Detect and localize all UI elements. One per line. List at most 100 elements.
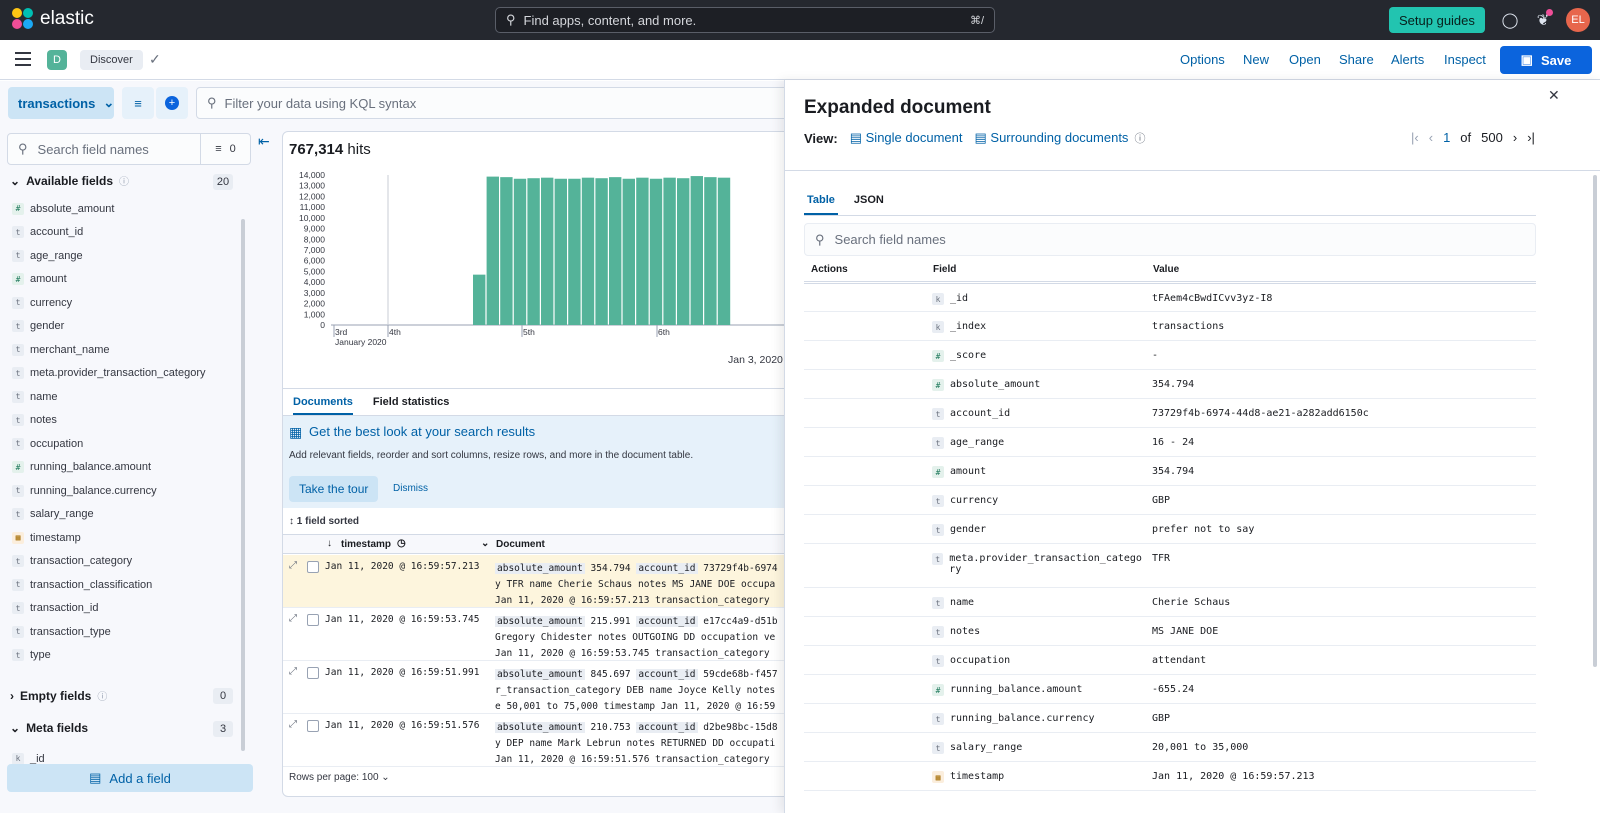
surrounding-documents-link[interactable]: ▤ Surrounding documents [974, 130, 1128, 146]
prev-page-icon[interactable]: ‹ [1428, 130, 1434, 145]
row-checkbox[interactable] [307, 667, 319, 679]
sidebar-field-item[interactable]: t account_id [12, 221, 242, 245]
tab-table[interactable]: Table [804, 194, 838, 215]
sidebar-field-item[interactable]: t running_balance.currency [12, 479, 242, 503]
histogram-chart[interactable]: 14,00013,00012,00011,00010,0009,0008,000… [283, 167, 792, 367]
single-document-link[interactable]: ▤ Single document [850, 130, 963, 146]
tab-json[interactable]: JSON [853, 194, 884, 206]
tab-field-statistics[interactable]: Field statistics [372, 396, 450, 408]
meta-fields-header[interactable]: ⌄ Meta fields [10, 721, 88, 735]
sort-indicator[interactable]: ↕ 1 field sorted [289, 516, 359, 527]
table-row[interactable]: ⤢ Jan 11, 2020 @ 16:59:53.745 absolute_amo… [283, 608, 791, 661]
doc-field-row[interactable]: t running_balance.currency GBP [804, 704, 1536, 733]
row-checkbox[interactable] [307, 561, 319, 573]
setup-guides-button[interactable]: Setup guides [1389, 7, 1485, 33]
data-view-picker[interactable]: transactions ⌄ [8, 87, 114, 119]
field-filter-button[interactable]: ≡ 0 [200, 134, 250, 164]
empty-fields-header[interactable]: › Empty fields ⓘ [10, 688, 107, 704]
menu-open[interactable]: Open [1289, 52, 1321, 67]
sidebar-field-item[interactable]: t currency [12, 291, 242, 315]
sidebar-field-item[interactable]: t transaction_id [12, 597, 242, 621]
news-icon[interactable]: ❦ [1536, 12, 1550, 29]
menu-toggle-icon[interactable] [15, 52, 31, 66]
sidebar-field-item[interactable]: t name [12, 385, 242, 409]
first-page-icon[interactable]: |‹ [1411, 130, 1419, 145]
row-checkbox[interactable] [307, 720, 319, 732]
sidebar-field-item[interactable]: t age_range [12, 244, 242, 268]
sidebar-field-item[interactable]: t transaction_classification [12, 573, 242, 597]
doc-field-row[interactable]: t notes MS JANE DOE [804, 617, 1536, 646]
table-row[interactable]: ⤢ Jan 11, 2020 @ 16:59:51.576 absolute_amo… [283, 714, 791, 767]
doc-field-row[interactable]: ▦ timestamp Jan 11, 2020 @ 16:59:57.213 [804, 762, 1536, 791]
sidebar-field-item[interactable]: t salary_range [12, 503, 242, 527]
elastic-logo[interactable]: elastic [12, 8, 94, 30]
sidebar-field-item[interactable]: t meta.provider_transaction_category [12, 362, 242, 386]
sidebar-scrollbar[interactable] [241, 219, 245, 751]
tab-documents[interactable]: Documents [293, 389, 353, 415]
current-page[interactable]: 1 [1443, 130, 1451, 145]
doc-field-row[interactable]: t occupation attendant [804, 646, 1536, 675]
available-fields-header[interactable]: ⌄ Available fields ⓘ [10, 173, 129, 189]
sidebar-field-item[interactable]: # absolute_amount [12, 197, 242, 221]
sidebar-field-item[interactable]: t gender [12, 315, 242, 339]
global-search-input[interactable]: ⚲ Find apps, content, and more. ⌘/ [495, 7, 995, 33]
sidebar-field-item[interactable]: t occupation [12, 432, 242, 456]
menu-options[interactable]: Options [1180, 52, 1225, 67]
flyout-scrollbar[interactable] [1593, 175, 1597, 667]
expand-icon[interactable]: ⤢ [289, 613, 297, 624]
chevron-down-icon[interactable]: ⌄ [481, 538, 490, 549]
dismiss-button[interactable]: Dismiss [393, 483, 428, 494]
doc-field-row[interactable]: t name Cherie Schaus [804, 588, 1536, 617]
sidebar-field-item[interactable]: t merchant_name [12, 338, 242, 362]
last-page-icon[interactable]: ›| [1527, 130, 1535, 145]
sidebar-field-item[interactable]: t type [12, 644, 242, 668]
row-checkbox[interactable] [307, 614, 319, 626]
sidebar-field-item[interactable]: t transaction_category [12, 550, 242, 574]
doc-field-row[interactable]: k _id tFAem4cBwdICvv3yz-I8 [804, 283, 1536, 312]
add-filter-button[interactable]: + [156, 87, 188, 119]
doc-field-row[interactable]: # _score - [804, 341, 1536, 370]
sidebar-field-item[interactable]: # running_balance.amount [12, 456, 242, 480]
sort-desc-icon[interactable]: ↓ [327, 538, 332, 549]
sidebar-field-item[interactable]: # amount [12, 268, 242, 292]
doc-field-row[interactable]: t currency GBP [804, 486, 1536, 515]
user-avatar[interactable]: EL [1566, 8, 1590, 32]
col-timestamp[interactable]: timestamp [341, 539, 392, 550]
doc-field-row[interactable]: # running_balance.amount -655.24 [804, 675, 1536, 704]
menu-alerts[interactable]: Alerts [1391, 52, 1425, 67]
sidebar-field-item[interactable]: t notes [12, 409, 242, 433]
menu-new[interactable]: New [1243, 52, 1270, 67]
field-search-input[interactable]: ⚲ Search field names ≡ 0 [7, 133, 251, 165]
close-icon[interactable]: ✕ [1548, 87, 1560, 103]
collapse-sidebar-icon[interactable]: ⇤ [258, 133, 270, 149]
doc-field-row[interactable]: t gender prefer not to say [804, 515, 1536, 544]
expand-icon[interactable]: ⤢ [289, 666, 297, 677]
next-page-icon[interactable]: › [1512, 130, 1518, 145]
expand-icon[interactable]: ⤢ [289, 560, 297, 571]
rows-per-page-selector[interactable]: Rows per page: 100 ⌄ [289, 772, 390, 783]
save-button[interactable]: ▣ Save [1500, 46, 1592, 74]
doc-field-search-input[interactable]: ⚲ Search field names [804, 223, 1536, 256]
doc-field-row[interactable]: t meta.provider_transaction_category TFR [804, 544, 1536, 588]
doc-field-row[interactable]: t account_id 73729f4b-6974-44d8-ae21-a282a… [804, 399, 1536, 428]
help-icon[interactable]: ◯ [1501, 12, 1519, 29]
table-row[interactable]: ⤢ Jan 11, 2020 @ 16:59:57.213 absolute_amo… [283, 555, 791, 608]
query-menu-button[interactable]: ≡ [122, 87, 154, 119]
add-field-button[interactable]: ▤ Add a field [7, 764, 253, 792]
meta-field-item[interactable]: k _id [12, 747, 45, 771]
kql-query-input[interactable]: ⚲ Filter your data using KQL syntax [196, 87, 804, 119]
doc-field-row[interactable]: t salary_range 20,001 to 35,000 [804, 733, 1536, 762]
menu-inspect[interactable]: Inspect [1444, 52, 1486, 67]
doc-field-row[interactable]: t age_range 16 - 24 [804, 428, 1536, 457]
breadcrumb[interactable]: Discover [80, 50, 143, 70]
table-row[interactable]: ⤢ Jan 11, 2020 @ 16:59:51.991 absolute_amo… [283, 661, 791, 714]
doc-field-row[interactable]: k _index transactions [804, 312, 1536, 341]
space-badge[interactable]: D [47, 50, 67, 70]
sidebar-field-item[interactable]: t transaction_type [12, 620, 242, 644]
doc-field-row[interactable]: # absolute_amount 354.794 [804, 370, 1536, 399]
sidebar-field-item[interactable]: ▦ timestamp [12, 526, 242, 550]
expand-icon[interactable]: ⤢ [289, 719, 297, 730]
menu-share[interactable]: Share [1339, 52, 1374, 67]
take-tour-button[interactable]: Take the tour [289, 476, 379, 502]
doc-field-row[interactable]: # amount 354.794 [804, 457, 1536, 486]
